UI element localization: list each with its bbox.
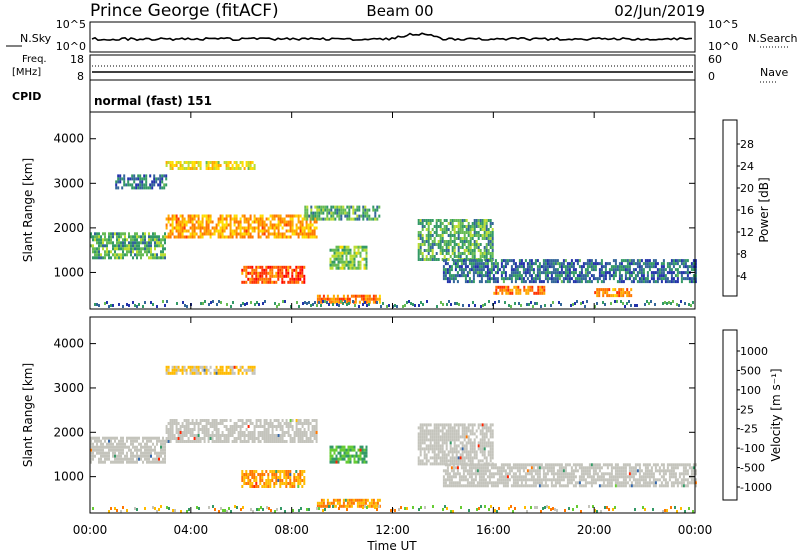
cpid-label: CPID: [12, 90, 41, 103]
date-title: 02/Jun/2019: [614, 2, 705, 20]
y-tick-label: 1000: [53, 265, 84, 279]
x-tick-label: 00:00: [73, 523, 108, 537]
power-colorbar-tick-label: 12: [740, 226, 754, 239]
x-tick-label: 04:00: [174, 523, 209, 537]
velocity-band-7: [442, 463, 697, 488]
nsky-tick-top: 10^5: [56, 18, 86, 31]
velocity-y-label: Slant Range [km]: [21, 363, 35, 467]
station-title: Prince George (fitACF): [90, 1, 279, 21]
cpid-panel: CPID normal (fast) 151: [12, 80, 696, 112]
power-colorbar-tick-label: 8: [740, 248, 747, 261]
noise-panel: N.Sky 10^5 10^0 10^5 10^0 N.Search: [6, 18, 798, 53]
power-colorbar-tick-label: 28: [740, 138, 754, 151]
x-tick-label: 20:00: [577, 523, 612, 537]
velocity-colorbar-tick-label: -500: [740, 462, 765, 475]
velocity-y-ticks: 4000 3000 2000 1000: [53, 337, 695, 484]
power-band-10: [493, 285, 546, 295]
cpid-value: normal (fast) 151: [94, 94, 212, 108]
velocity-band-6: [417, 423, 494, 466]
nave-label: Nave: [760, 66, 788, 79]
nave-tick-top: 60: [708, 53, 722, 66]
power-band-8: [417, 219, 494, 261]
y-tick-label: 3000: [53, 176, 84, 190]
power-band-5: [329, 245, 368, 270]
nsky-trace: [91, 32, 693, 42]
power-band-9: [442, 259, 697, 284]
x-tick-label: 16:00: [476, 523, 511, 537]
nsearch-tick-bottom: 10^0: [708, 40, 738, 53]
power-colorbar-tick-label: 24: [740, 160, 754, 173]
power-band-0: [165, 161, 256, 170]
velocity-band-1: [90, 436, 166, 464]
power-colorbar-tick-label: 16: [740, 204, 754, 217]
x-tick-label: 12:00: [375, 523, 410, 537]
power-y-ticks: 4000 3000 2000 1000: [53, 132, 695, 279]
y-tick-label: 4000: [53, 337, 84, 351]
y-tick-label: 3000: [53, 381, 84, 395]
x-axis-ticks: 00:00 04:00 08:00 12:00 16:00 20:00 00:00: [73, 112, 713, 537]
nsky-tick-bottom: 10^0: [56, 40, 86, 53]
velocity-band-5: [316, 498, 381, 508]
beam-title: Beam 00: [366, 2, 433, 20]
power-near-range-clutter: [94, 300, 694, 308]
y-tick-label: 2000: [53, 221, 84, 235]
velocity-colorbar-tick-label: -1000: [740, 481, 772, 494]
power-band-2: [90, 232, 166, 260]
power-band-3: [165, 214, 318, 239]
nsearch-tick-top: 10^5: [708, 18, 738, 31]
freq-label: Freq.: [22, 54, 47, 65]
power-y-label: Slant Range [km]: [21, 158, 35, 262]
velocity-colorbar-tick-label: 500: [740, 364, 761, 377]
power-colorbar-tick-label: 4: [740, 270, 747, 283]
velocity-colorbar-label: Velocity [m s⁻¹]: [769, 368, 783, 461]
nsky-label: N.Sky: [20, 32, 52, 45]
power-colorbar-tick-label: 20: [740, 182, 754, 195]
velocity-heatmap: [90, 365, 697, 513]
velocity-band-4: [329, 445, 368, 464]
power-band-4: [241, 265, 306, 284]
velocity-band-0: [165, 365, 256, 375]
velocity-colorbar-tick-label: -100: [740, 442, 765, 455]
velocity-colorbar-tick-label: 1000: [740, 345, 768, 358]
power-colorbar-label: Power [dB]: [757, 177, 771, 242]
power-band-11: [594, 288, 633, 298]
x-tick-label: 00:00: [678, 523, 713, 537]
velocity-band-3: [241, 470, 306, 488]
y-tick-label: 2000: [53, 425, 84, 439]
nave-tick-bottom: 0: [708, 70, 715, 83]
freq-tick-bottom: 8: [77, 70, 84, 83]
velocity-colorbar: 1000 500 100 25 -25 -100 -500 -1000: [722, 329, 772, 501]
velocity-panel: 4000 3000 2000 1000 Slant Range [km]: [21, 316, 697, 514]
velocity-colorbar-tick-label: -25: [740, 423, 758, 436]
velocity-colorbar-tick-label: 100: [740, 384, 761, 397]
y-tick-label: 4000: [53, 132, 84, 146]
power-band-6: [304, 205, 381, 221]
power-panel: 4000 3000 2000 1000 Slant Range [km]: [21, 111, 697, 310]
nsearch-label: N.Search: [748, 32, 798, 45]
x-tick-label: 08:00: [274, 523, 309, 537]
power-colorbar: 28 24 20 16 12 8 4: [722, 119, 754, 297]
freq-panel: Freq. [MHz] 18 8 60 0 Nave: [12, 53, 788, 83]
velocity-band-2: [165, 419, 318, 443]
power-band-1: [115, 174, 168, 190]
power-heatmap: [90, 161, 697, 308]
freq-tick-top: 18: [70, 53, 84, 66]
y-tick-label: 1000: [53, 470, 84, 484]
velocity-near-range-clutter: [92, 505, 694, 513]
freq-unit-label: [MHz]: [12, 67, 41, 78]
x-axis-label: Time UT: [366, 539, 417, 553]
velocity-colorbar-tick-label: 25: [740, 403, 754, 416]
